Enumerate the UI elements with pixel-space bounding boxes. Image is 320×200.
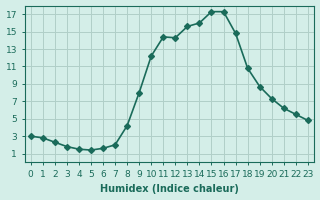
X-axis label: Humidex (Indice chaleur): Humidex (Indice chaleur) [100, 184, 239, 194]
